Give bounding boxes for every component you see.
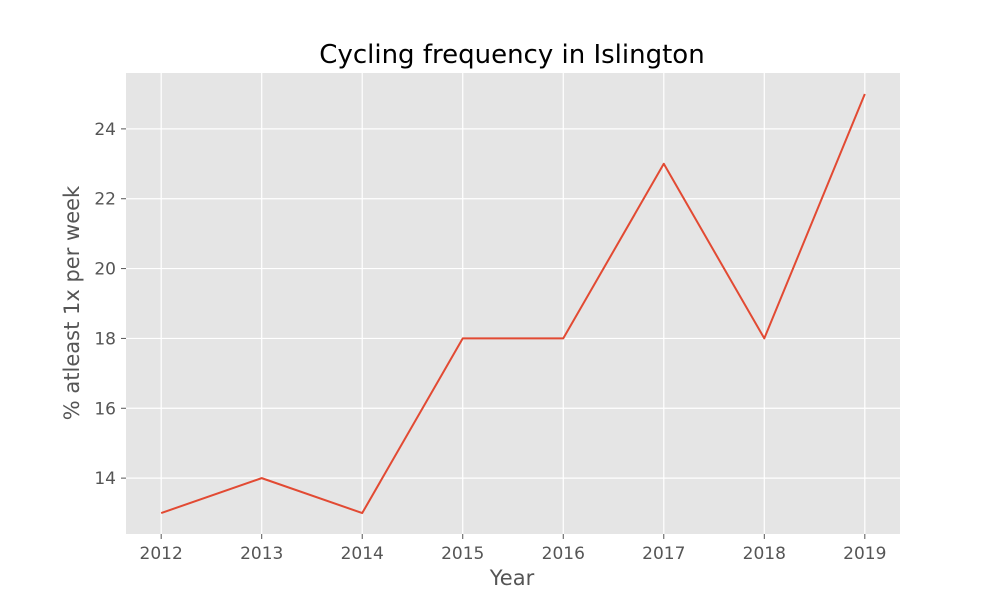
x-tick-label: 2019 — [843, 544, 886, 564]
series-layer — [160, 93, 866, 515]
x-tick-label: 2014 — [341, 544, 384, 564]
x-axis-label: Year — [489, 566, 535, 590]
y-tick-label: 24 — [94, 120, 116, 140]
chart-title: Cycling frequency in Islington — [319, 40, 704, 70]
x-tick-label: 2015 — [441, 544, 484, 564]
x-tick-label: 2018 — [743, 544, 786, 564]
y-tick-label: 22 — [94, 190, 116, 210]
y-tick-label: 20 — [94, 260, 116, 280]
x-tick-label: 2017 — [642, 544, 685, 564]
x-axis-ticks: 2012 2013 2014 2015 2016 2017 2018 2019 — [140, 534, 886, 564]
y-tick-label: 16 — [94, 399, 116, 419]
plot-area — [126, 73, 900, 534]
x-tick-label: 2016 — [542, 544, 585, 564]
x-tick-label: 2012 — [140, 544, 183, 564]
x-tick-label: 2013 — [240, 544, 283, 564]
series-line — [160, 93, 866, 515]
y-tick-label: 18 — [94, 329, 116, 349]
grid — [126, 73, 900, 534]
y-axis-label: % atleast 1x per week — [60, 185, 84, 420]
y-axis-ticks: 14 16 18 20 22 24 — [94, 120, 126, 489]
y-tick-label: 14 — [94, 469, 116, 489]
